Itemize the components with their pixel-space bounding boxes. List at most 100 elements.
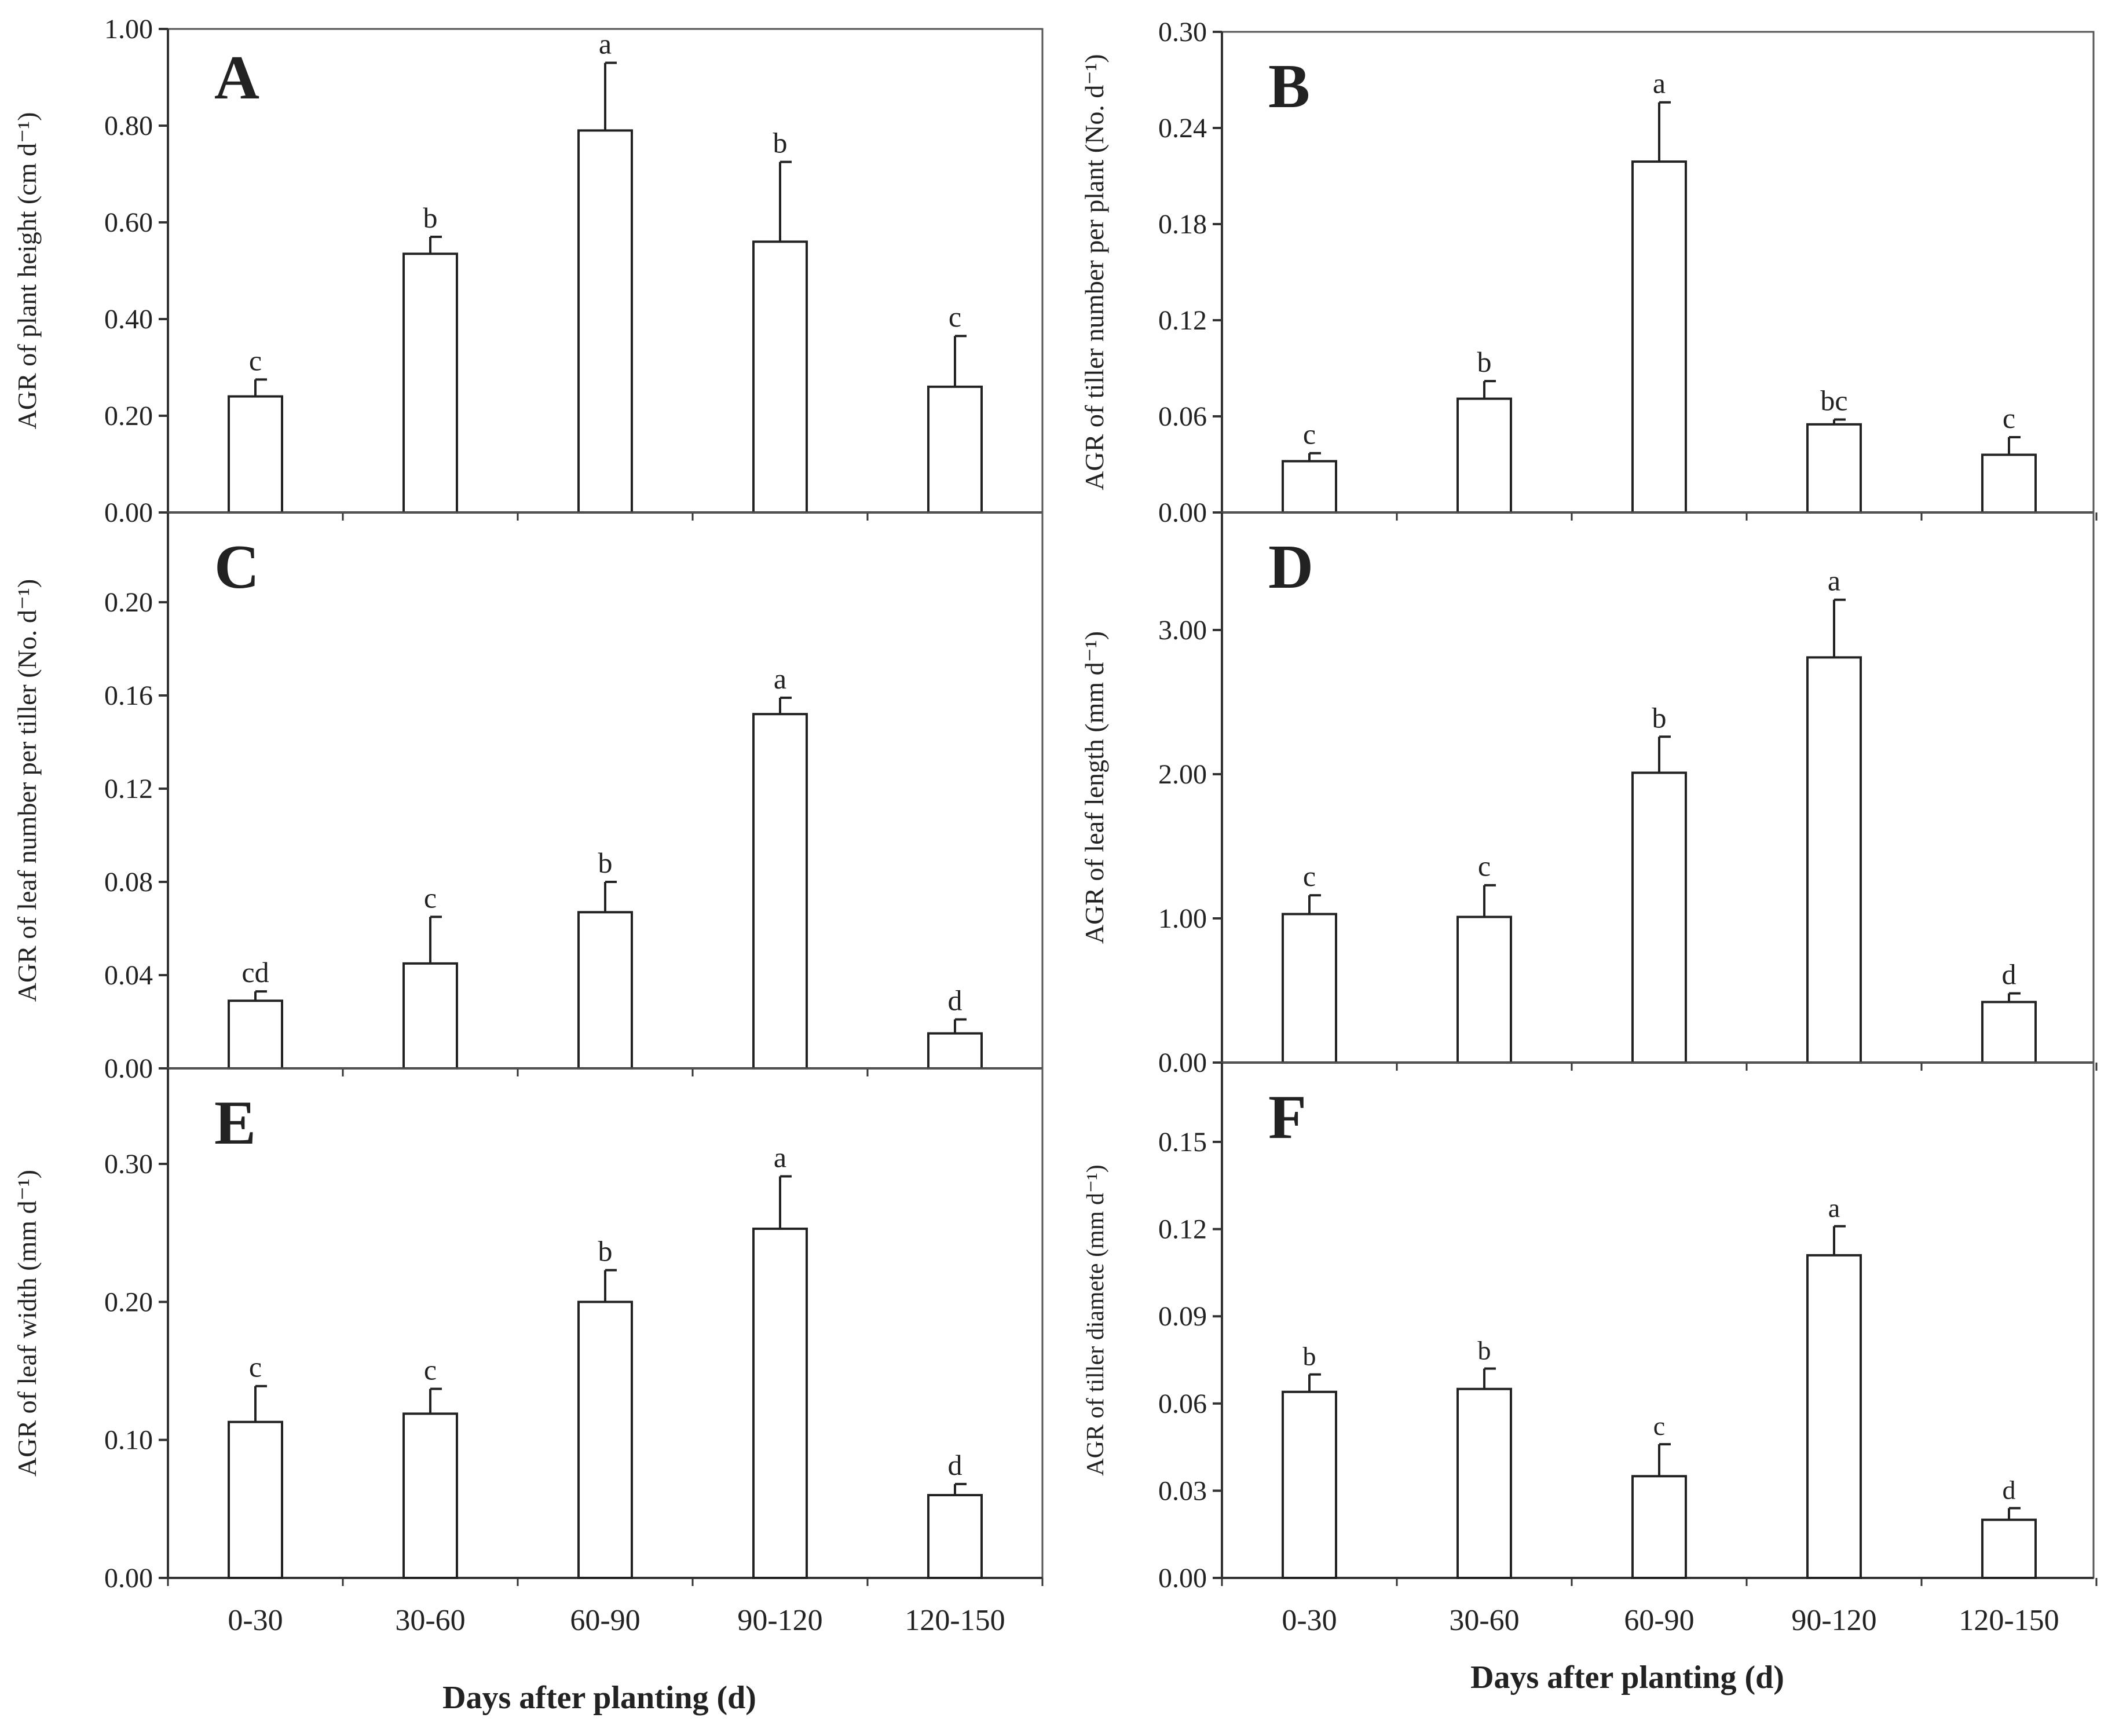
- significance-letter: b: [1477, 346, 1492, 378]
- significance-letter: d: [948, 984, 962, 1016]
- y-tick-label: 0.30: [1158, 17, 1207, 47]
- significance-letter: cd: [241, 956, 269, 988]
- y-tick-label: 0.60: [104, 207, 153, 238]
- x-axis-label-left: Days after planting (d): [442, 1680, 756, 1716]
- y-tick-label: 0.06: [1158, 401, 1207, 432]
- bar: [228, 999, 283, 1070]
- significance-letter: b: [598, 847, 613, 879]
- significance-letter: c: [949, 301, 961, 333]
- panel-letter: F: [1268, 1083, 1306, 1152]
- y-tick-label: 0.30: [104, 1149, 153, 1180]
- bar: [1456, 397, 1512, 514]
- y-tick-label: 3.00: [1158, 615, 1207, 646]
- y-tick-label: 0.06: [1158, 1389, 1207, 1419]
- panel-letter: E: [214, 1089, 256, 1158]
- y-tick-label: 0.04: [104, 960, 153, 991]
- x-tick-label: 60-90: [1624, 1604, 1694, 1637]
- y-tick-label: 0.09: [1158, 1301, 1207, 1332]
- x-tick-label: 120-150: [1959, 1604, 2059, 1637]
- significance-letter: b: [773, 127, 788, 159]
- y-axis-label: AGR of leaf length (mm d⁻¹): [1079, 631, 1109, 944]
- bar: [402, 962, 458, 1070]
- significance-letter: a: [1828, 565, 1840, 597]
- y-tick-label: 0.00: [104, 1563, 153, 1594]
- y-tick-label: 0.12: [104, 774, 153, 804]
- bar: [752, 713, 808, 1070]
- x-tick-label: 90-120: [737, 1604, 822, 1637]
- bar: [1806, 1254, 1862, 1579]
- significance-letter: a: [774, 1141, 786, 1173]
- significance-letter: a: [1828, 1193, 1840, 1223]
- y-tick-label: 0.24: [1158, 113, 1207, 144]
- y-tick-label: 0.12: [1158, 1214, 1207, 1245]
- bar: [1282, 460, 1337, 514]
- bar: [1806, 423, 1862, 514]
- significance-letter: b: [1303, 1342, 1316, 1371]
- y-tick-label: 1.00: [104, 14, 153, 45]
- significance-letter: d: [2002, 958, 2016, 990]
- y-axis-label: AGR of plant height (cm d⁻¹): [12, 112, 42, 430]
- bar: [1631, 1475, 1687, 1580]
- significance-letter: b: [1652, 701, 1667, 734]
- bar: [577, 1301, 633, 1579]
- y-tick-label: 0.20: [104, 1287, 153, 1317]
- panel-e: 0.00 0.10 0.20 0.30 c c b a d 0-30 30-60 60-90 90-12…: [12, 1067, 1044, 1637]
- significance-letter: bc: [1820, 384, 1847, 417]
- significance-letter: b: [423, 202, 438, 234]
- significance-letter: a: [774, 662, 786, 695]
- bar: [228, 1420, 283, 1580]
- bar: [1981, 453, 2037, 514]
- y-tick-label: 0.00: [104, 497, 153, 528]
- y-tick-label: 0.00: [1158, 1563, 1207, 1594]
- bar: [1631, 160, 1687, 514]
- x-tick-label: 30-60: [395, 1604, 465, 1637]
- y-tick-label: 0.00: [1158, 497, 1207, 528]
- significance-letter: c: [1478, 850, 1491, 882]
- x-tick-label: 120-150: [905, 1604, 1005, 1637]
- y-axis-label: AGR of leaf number per tiller (No. d⁻¹): [12, 579, 42, 1002]
- y-axis-label: AGR of tiller diamete (mm d⁻¹): [1082, 1164, 1109, 1475]
- bar: [402, 1412, 458, 1579]
- y-tick-label: 0.20: [104, 587, 153, 618]
- significance-letter: b: [598, 1235, 613, 1268]
- bar: [577, 911, 633, 1070]
- bar: [1981, 1518, 2037, 1580]
- bar: [1282, 1390, 1337, 1579]
- significance-letter: c: [1653, 1411, 1665, 1441]
- y-axis-label: AGR of leaf width (mm d⁻¹): [12, 1170, 42, 1477]
- panel-d: 0.00 1.00 2.00 3.00 c c b a d D AGR of leaf length…: [1079, 511, 2098, 1078]
- significance-letter: c: [249, 1351, 262, 1383]
- significance-letter: a: [599, 27, 612, 60]
- bar: [1456, 915, 1512, 1064]
- y-tick-label: 0.40: [104, 304, 153, 335]
- panel-f: 0.00 0.03 0.06 0.09 0.12 0.15 b b c a d 0-30 30-60 60…: [1082, 1061, 2098, 1637]
- bar: [927, 1032, 983, 1070]
- significance-letter: b: [1478, 1336, 1491, 1365]
- y-tick-label: 0.12: [1158, 305, 1207, 336]
- panel-b: 0.00 0.06 0.12 0.18 0.24 0.30 c b a bc c B AGR of ti…: [1079, 17, 2098, 528]
- x-tick-label: 90-120: [1791, 1604, 1876, 1637]
- bar: [1456, 1387, 1512, 1579]
- bar: [752, 1228, 808, 1579]
- bar: [752, 240, 808, 514]
- x-tick-label: 30-60: [1449, 1604, 1519, 1637]
- y-tick-label: 0.20: [104, 401, 153, 431]
- bar: [927, 1494, 983, 1579]
- significance-letter: c: [249, 344, 262, 376]
- y-tick-label: 0.80: [104, 111, 153, 141]
- y-tick-label: 0.00: [104, 1053, 153, 1084]
- y-tick-label: 0.18: [1158, 209, 1207, 240]
- significance-letter: c: [2003, 402, 2015, 434]
- y-tick-label: 0.00: [1158, 1048, 1207, 1078]
- x-tick-label: 60-90: [570, 1604, 640, 1637]
- bar: [402, 252, 458, 514]
- bar: [577, 129, 633, 514]
- y-axis-label: AGR of tiller number per plant (No. d⁻¹): [1079, 54, 1109, 490]
- x-tick-label: 0-30: [1282, 1604, 1337, 1637]
- bar: [228, 395, 283, 514]
- y-tick-label: 2.00: [1158, 759, 1207, 790]
- panel-c: 0.00 0.04 0.08 0.12 0.16 0.20 cd c b a d C AGR of le…: [12, 511, 1044, 1084]
- bar: [1631, 771, 1687, 1064]
- bar: [927, 385, 983, 514]
